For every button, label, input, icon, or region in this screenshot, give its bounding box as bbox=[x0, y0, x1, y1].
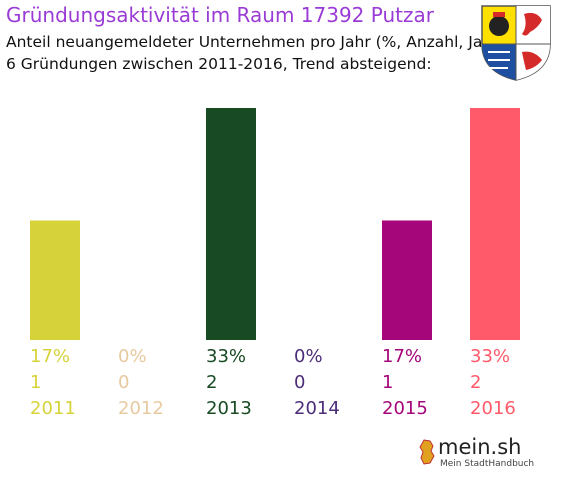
coat-of-arms-icon bbox=[481, 5, 551, 81]
bar-2011 bbox=[30, 220, 80, 340]
logo-tagline: Mein StadtHandbuch bbox=[440, 459, 535, 469]
percent-label-2014: 0% bbox=[294, 346, 323, 367]
year-label-2011: 2011 bbox=[30, 398, 76, 419]
count-label-2011: 1 bbox=[30, 372, 42, 393]
percent-label-2016: 33% bbox=[470, 346, 511, 367]
chart-summary: 6 Gründungen zwischen 2011-2016, Trend a… bbox=[6, 55, 432, 73]
bar-2016 bbox=[470, 108, 520, 340]
bar-2013 bbox=[206, 108, 256, 340]
percent-label-2015: 17% bbox=[382, 346, 423, 367]
year-label-2015: 2015 bbox=[382, 398, 428, 419]
year-label-2012: 2012 bbox=[118, 398, 164, 419]
logo-name: mein.sh bbox=[438, 435, 522, 459]
count-label-2014: 0 bbox=[294, 372, 306, 393]
year-label-2016: 2016 bbox=[470, 398, 516, 419]
percent-label-2013: 33% bbox=[206, 346, 247, 367]
percent-label-2012: 0% bbox=[118, 346, 147, 367]
brand-logo: mein.sh Mein StadtHandbuch bbox=[418, 435, 534, 475]
count-label-2012: 0 bbox=[118, 372, 130, 393]
percent-label-2011: 17% bbox=[30, 346, 71, 367]
bar-2015 bbox=[382, 220, 432, 340]
count-label-2016: 2 bbox=[470, 372, 482, 393]
germany-map-icon bbox=[419, 439, 435, 465]
chart-title: Gründungsaktivität im Raum 17392 Putzar bbox=[6, 3, 434, 27]
count-label-2015: 1 bbox=[382, 372, 394, 393]
count-label-2013: 2 bbox=[206, 372, 218, 393]
year-label-2013: 2013 bbox=[206, 398, 252, 419]
year-label-2014: 2014 bbox=[294, 398, 340, 419]
chart-subtitle: Anteil neuangemeldeter Unternehmen pro J… bbox=[6, 33, 505, 51]
